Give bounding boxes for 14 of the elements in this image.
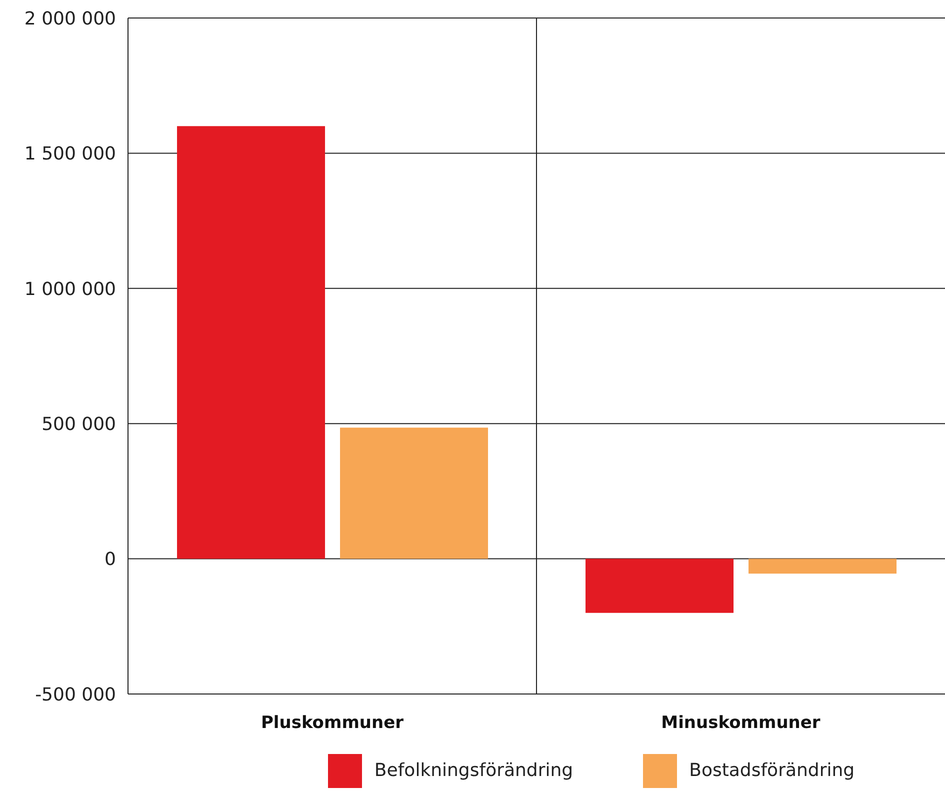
legend-label: Bostadsförändring [689,760,855,781]
x-tick-label: Minuskommuner [661,713,821,734]
y-tick-label: 1 500 000 [24,144,116,165]
y-tick-label: -500 000 [35,684,116,706]
bar [177,126,326,559]
y-tick-label: 2 000 000 [24,8,116,30]
legend-label: Befolkningsförändring [374,760,574,781]
y-tick-label: 500 000 [42,414,116,435]
y-tick-label: 0 [104,549,116,570]
y-tick-label: 1 000 000 [24,278,116,300]
bar [586,558,734,613]
bar [340,428,488,559]
x-tick-label: Pluskommuner [260,713,404,734]
bar [748,558,897,574]
